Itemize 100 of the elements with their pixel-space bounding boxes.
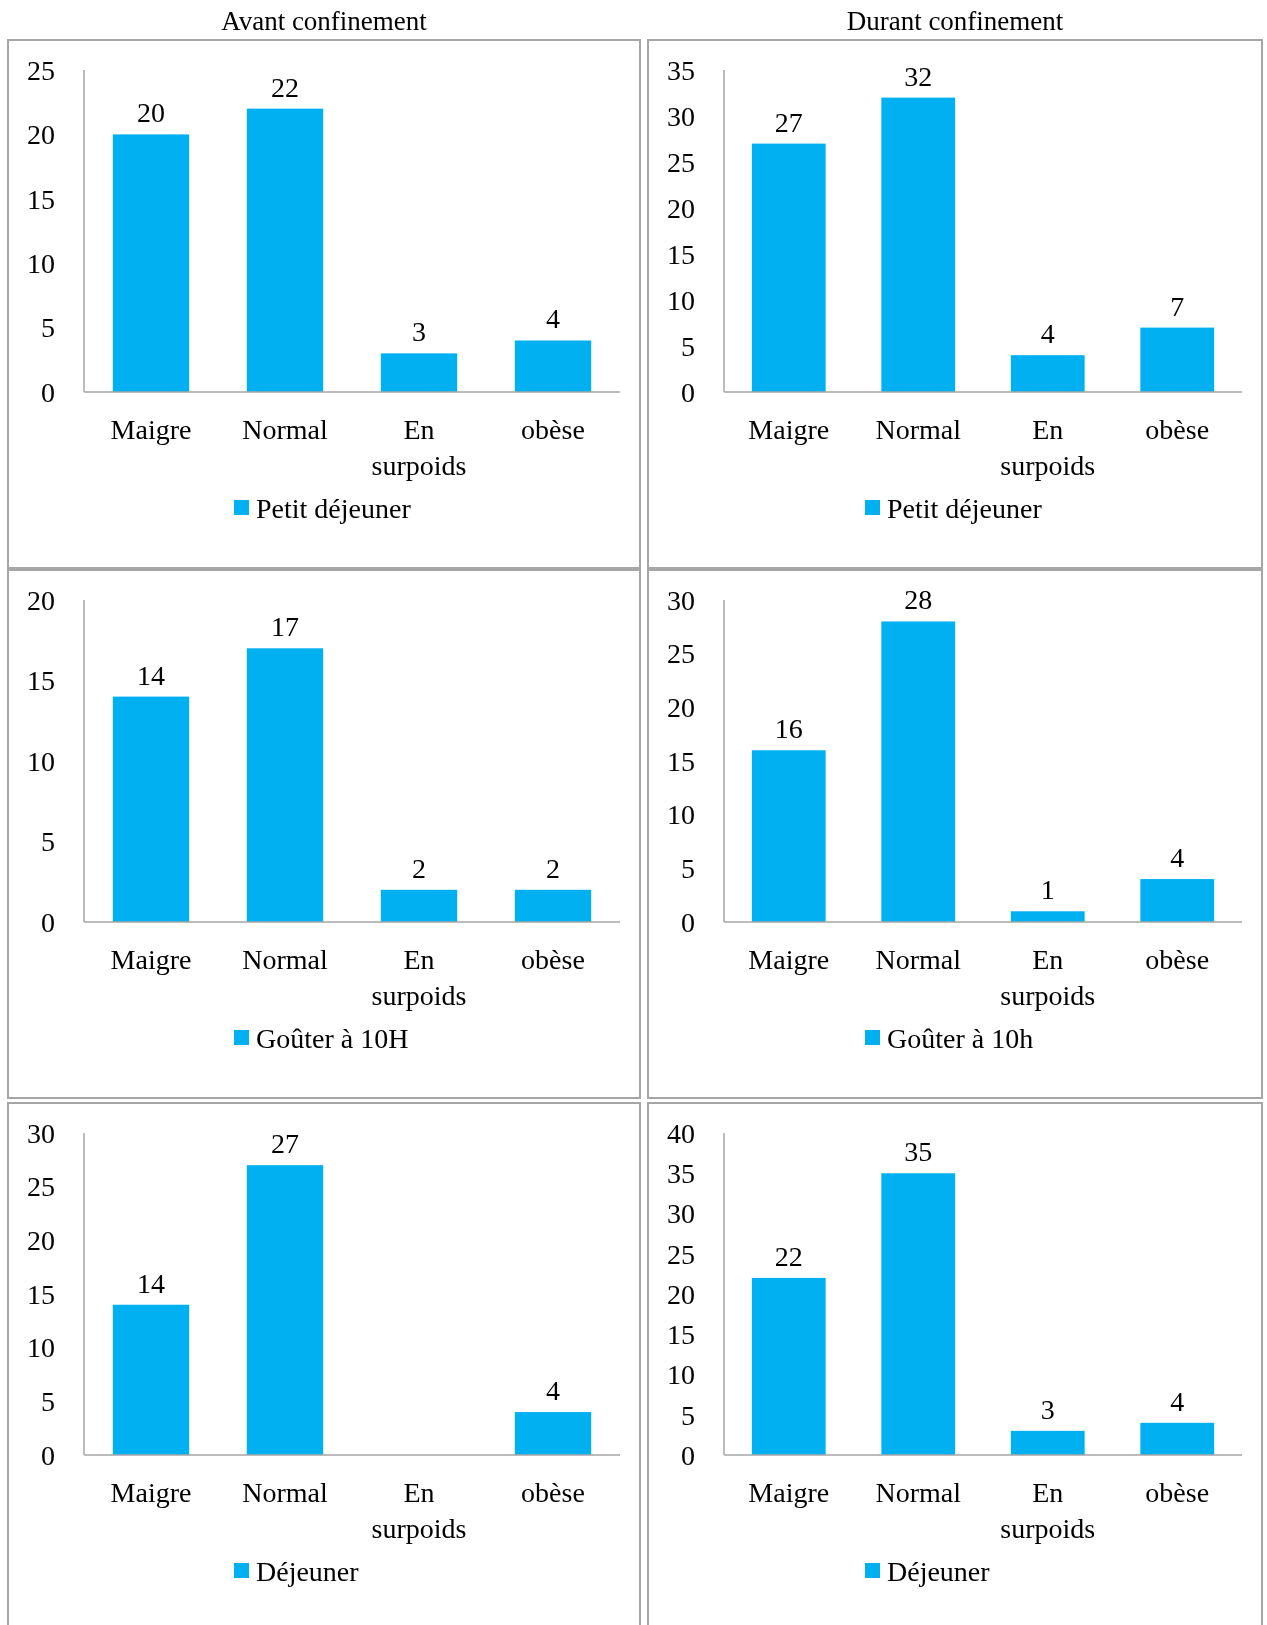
data-label: 3 [1040, 1393, 1055, 1425]
y-tick-label: 0 [681, 1439, 695, 1471]
bar [112, 1304, 190, 1455]
legend-label: Déjeuner [887, 1555, 991, 1587]
data-label: 27 [774, 106, 803, 138]
y-tick-label: 10 [667, 1359, 695, 1391]
x-tick-label: En surpoids [371, 414, 467, 481]
data-label: 14 [137, 659, 165, 691]
y-tick-label: 30 [667, 584, 695, 616]
y-tick-label: 20 [27, 1225, 55, 1257]
x-tick-label: En surpoids [371, 944, 467, 1011]
bar [514, 889, 592, 922]
y-tick-label: 15 [27, 1278, 55, 1310]
x-tick-label: Maigre [748, 944, 830, 975]
data-label: 22 [774, 1240, 803, 1272]
y-tick-label: 5 [41, 826, 55, 858]
data-label: 4 [546, 1375, 560, 1407]
x-tick-label: obèse [1145, 944, 1210, 975]
bar [514, 1412, 592, 1455]
y-tick-label: 30 [667, 100, 695, 132]
y-tick-label: 5 [681, 853, 695, 885]
y-tick-label: 10 [667, 284, 695, 316]
data-label: 17 [271, 611, 299, 643]
bar [1010, 1430, 1085, 1455]
y-tick-label: 5 [681, 1399, 695, 1431]
bar [751, 750, 826, 922]
y-tick-label: 5 [681, 330, 695, 362]
x-tick-label: Maigre [110, 414, 192, 445]
data-label: 4 [1170, 1385, 1185, 1417]
data-label: 16 [774, 713, 803, 745]
y-tick-label: 10 [27, 248, 55, 279]
y-tick-label: 5 [41, 312, 55, 344]
y-tick-label: 30 [667, 1198, 695, 1230]
x-tick-label: Normal [242, 944, 328, 975]
y-tick-label: 30 [27, 1117, 55, 1149]
legend-label: Déjeuner [256, 1555, 360, 1587]
x-tick-label: obèse [1145, 414, 1210, 445]
y-tick-label: 0 [41, 376, 55, 408]
bar [1140, 1422, 1215, 1455]
bar [1140, 879, 1215, 922]
data-label: 4 [1040, 318, 1055, 350]
y-tick-label: 0 [681, 906, 695, 938]
data-label: 2 [412, 852, 426, 884]
x-tick-label: En surpoids [1000, 1477, 1096, 1544]
y-tick-label: 25 [27, 54, 55, 86]
y-tick-label: 5 [41, 1386, 55, 1418]
bar [112, 134, 190, 392]
bar [514, 340, 592, 392]
y-tick-label: 20 [667, 692, 695, 724]
data-label: 3 [412, 316, 426, 348]
y-tick-label: 10 [27, 745, 55, 777]
y-tick-label: 0 [681, 376, 695, 408]
data-label: 35 [904, 1136, 933, 1168]
legend-label: Goûter à 10H [256, 1022, 409, 1054]
bar [751, 1277, 826, 1455]
y-tick-label: 25 [667, 146, 695, 178]
x-tick-label: Maigre [110, 944, 192, 975]
x-tick-label: obèse [1145, 1477, 1210, 1508]
y-tick-label: 25 [27, 1171, 55, 1203]
x-tick-label: Maigre [748, 1477, 830, 1508]
x-tick-label: obèse [521, 1477, 585, 1508]
legend-label: Petit déjeuner [256, 492, 412, 524]
chart-title: Durant confinement [846, 6, 1064, 36]
y-tick-label: 20 [667, 1278, 695, 1310]
y-tick-label: 15 [667, 1319, 695, 1351]
y-tick-label: 10 [667, 799, 695, 831]
bar [1010, 911, 1085, 922]
x-tick-label: Normal [875, 1477, 962, 1508]
y-tick-label: 15 [667, 238, 695, 270]
data-label: 14 [137, 1267, 165, 1299]
y-tick-label: 40 [667, 1117, 695, 1149]
y-tick-label: 0 [41, 1439, 55, 1471]
bar [112, 696, 190, 922]
chart-title: Avant confinement [221, 6, 428, 36]
bar [246, 1165, 324, 1455]
y-tick-label: 25 [667, 638, 695, 670]
y-tick-label: 15 [27, 665, 55, 697]
data-label: 4 [1170, 842, 1185, 874]
x-tick-label: Maigre [110, 1477, 192, 1508]
bar [881, 621, 956, 922]
y-tick-label: 20 [27, 584, 55, 616]
x-tick-label: Normal [242, 1477, 328, 1508]
y-tick-label: 20 [27, 119, 55, 151]
x-tick-label: Normal [875, 944, 962, 975]
data-label: 1 [1040, 874, 1055, 906]
bar [1140, 327, 1215, 392]
legend-label: Goûter à 10h [887, 1022, 1034, 1054]
x-tick-label: obèse [521, 414, 585, 445]
data-label: 22 [271, 71, 299, 103]
y-tick-label: 0 [41, 906, 55, 938]
bar [380, 353, 458, 392]
x-tick-label: En surpoids [371, 1477, 467, 1544]
y-tick-label: 15 [667, 745, 695, 777]
y-tick-label: 25 [667, 1238, 695, 1270]
legend-label: Petit déjeuner [887, 492, 1043, 524]
x-tick-label: Maigre [748, 414, 830, 445]
y-tick-label: 35 [667, 1158, 695, 1190]
x-tick-label: Normal [875, 414, 962, 445]
bar [380, 889, 458, 922]
data-label: 2 [546, 852, 560, 884]
